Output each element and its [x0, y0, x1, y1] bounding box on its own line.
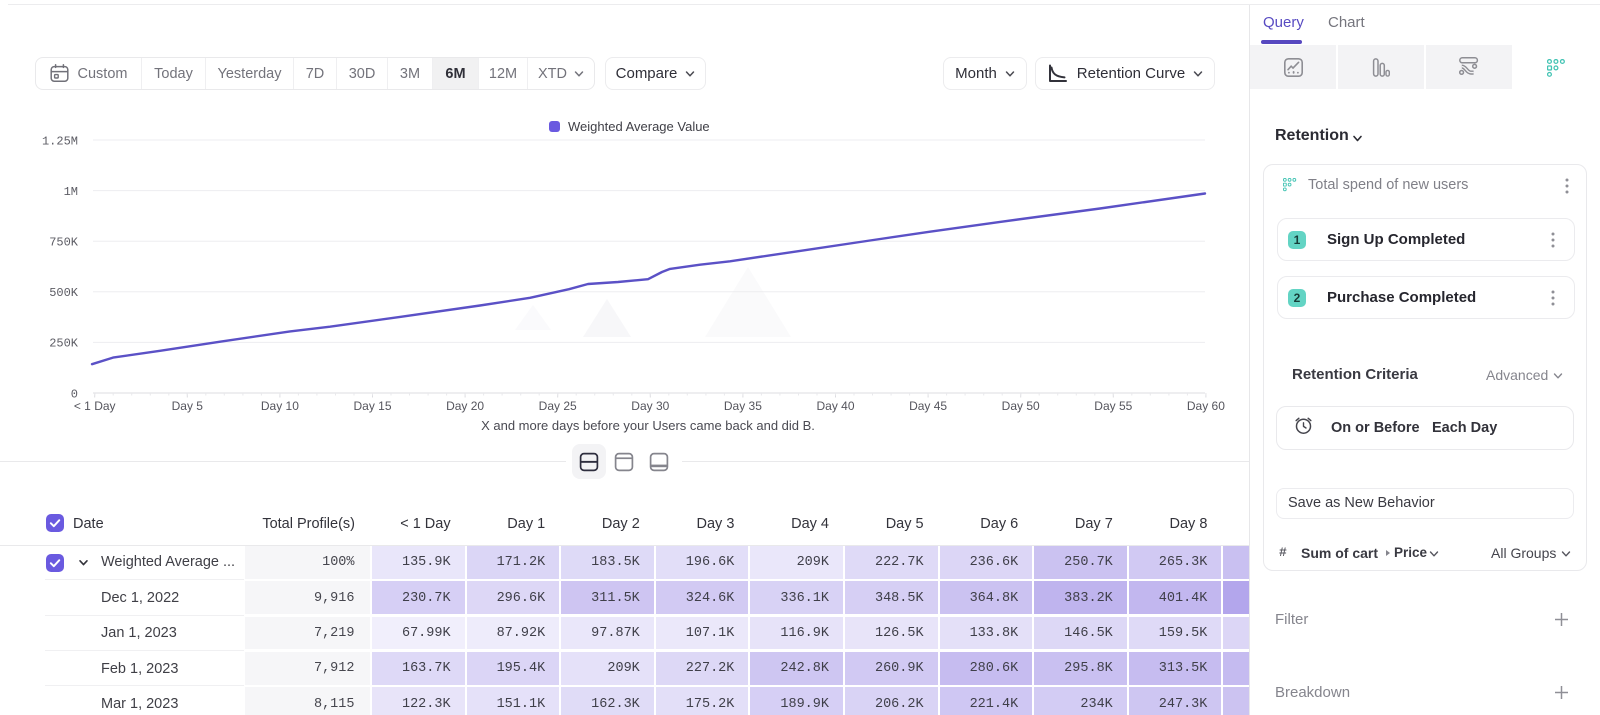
svg-text:Day 15: Day 15 [353, 399, 391, 413]
svg-text:250K: 250K [49, 337, 79, 351]
svg-text:< 1 Day: < 1 Day [74, 399, 116, 413]
svg-text:Day 60: Day 60 [1187, 399, 1225, 413]
svg-text:750K: 750K [49, 236, 79, 250]
svg-text:Day 50: Day 50 [1002, 399, 1040, 413]
svg-text:Day 30: Day 30 [631, 399, 669, 413]
svg-text:Day 35: Day 35 [724, 399, 762, 413]
svg-text:Day 40: Day 40 [816, 399, 854, 413]
svg-text:Day 5: Day 5 [172, 399, 204, 413]
svg-text:Day 20: Day 20 [446, 399, 484, 413]
svg-text:Day 10: Day 10 [261, 399, 299, 413]
svg-text:Day 25: Day 25 [539, 399, 577, 413]
svg-text:0: 0 [71, 387, 78, 401]
svg-text:Day 55: Day 55 [1094, 399, 1132, 413]
svg-text:X and more days before your Us: X and more days before your Users came b… [481, 418, 815, 433]
svg-text:500K: 500K [49, 286, 79, 300]
svg-text:Day 45: Day 45 [909, 399, 947, 413]
svg-text:1.25M: 1.25M [42, 134, 78, 148]
svg-text:1M: 1M [64, 185, 78, 199]
